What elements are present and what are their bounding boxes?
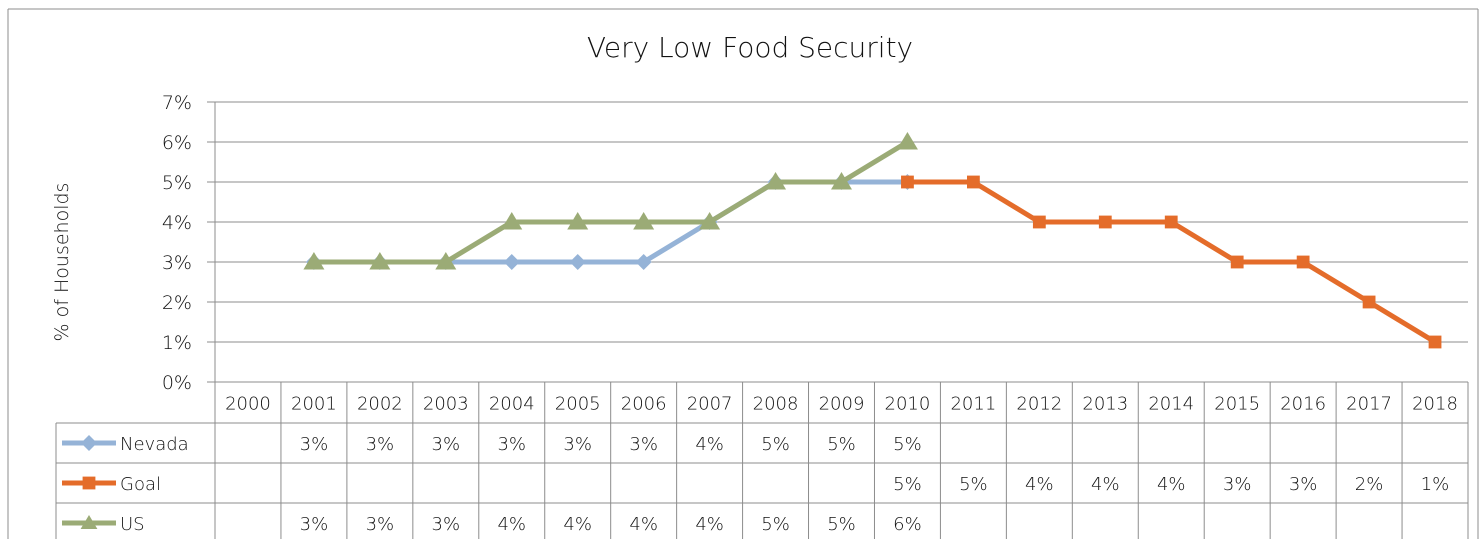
chart-title: Very Low Food Security xyxy=(587,31,913,64)
data-label: 2% xyxy=(1355,474,1384,495)
data-point-us xyxy=(435,252,457,270)
data-label: 3% xyxy=(497,434,526,455)
x-tick-label: 2003 xyxy=(423,394,469,415)
y-axis-label: % of Households xyxy=(51,183,73,342)
y-tick-label: 6% xyxy=(162,132,192,154)
data-label: 3% xyxy=(366,514,395,535)
data-point-us xyxy=(633,212,655,230)
x-tick-label: 2016 xyxy=(1280,394,1326,415)
y-tick-label: 5% xyxy=(162,172,192,194)
data-point-goal xyxy=(966,175,980,189)
data-point-goal xyxy=(1362,295,1376,309)
data-label: 5% xyxy=(761,434,790,455)
data-point-goal xyxy=(1296,255,1310,269)
data-point-goal xyxy=(1164,215,1178,229)
data-label: 3% xyxy=(432,434,461,455)
data-point-us xyxy=(567,212,589,230)
data-label: 3% xyxy=(300,434,329,455)
data-label: 3% xyxy=(629,434,658,455)
data-label: 4% xyxy=(497,514,526,535)
y-tick-label: 7% xyxy=(162,92,192,114)
data-label: 5% xyxy=(893,474,922,495)
legend-marker-goal xyxy=(82,476,96,490)
x-tick-label: 2005 xyxy=(555,394,601,415)
data-point-us xyxy=(896,132,918,150)
data-label: 3% xyxy=(1289,474,1318,495)
data-point-goal xyxy=(1032,215,1046,229)
x-tick-label: 2010 xyxy=(885,394,931,415)
series-us xyxy=(303,132,918,270)
legend-marker-us xyxy=(80,515,98,529)
series-line-us xyxy=(313,139,909,265)
data-label: 5% xyxy=(959,474,988,495)
data-label: 5% xyxy=(893,434,922,455)
x-tick-label: 2004 xyxy=(489,394,535,415)
x-tick-label: 2018 xyxy=(1412,394,1458,415)
data-point-goal xyxy=(901,175,914,189)
data-label: 3% xyxy=(1223,474,1252,495)
data-label: 4% xyxy=(1157,474,1186,495)
data-label: 3% xyxy=(563,434,592,455)
y-tick-label: 3% xyxy=(162,252,192,274)
x-tick-label: 2013 xyxy=(1082,394,1128,415)
x-tick-label: 2002 xyxy=(357,394,403,415)
y-tick-label: 1% xyxy=(162,332,192,354)
data-point-us xyxy=(831,172,852,190)
data-label: 4% xyxy=(695,514,724,535)
data-label: 3% xyxy=(300,514,329,535)
data-label: 3% xyxy=(432,514,461,535)
data-point-goal xyxy=(1428,335,1442,349)
data-point-goal xyxy=(1230,255,1244,269)
series-markers-us xyxy=(303,132,918,270)
y-tick-label: 0% xyxy=(162,372,192,394)
series-markers-goal xyxy=(901,175,1442,349)
data-label: 4% xyxy=(629,514,658,535)
x-tick-label: 2000 xyxy=(225,394,271,415)
series-goal xyxy=(901,175,1442,349)
x-tick-label: 2014 xyxy=(1148,394,1194,415)
legend-label-us: US xyxy=(120,514,145,535)
data-point-nevada xyxy=(635,254,652,270)
data-point-us xyxy=(369,252,391,270)
data-point-us xyxy=(501,212,523,230)
data-label: 3% xyxy=(366,434,395,455)
x-tick-label: 2006 xyxy=(621,394,667,415)
data-point-us xyxy=(699,212,721,230)
data-label: 5% xyxy=(761,514,790,535)
y-tick-label: 4% xyxy=(162,212,192,234)
legend-marker-nevada xyxy=(81,435,97,451)
data-label: 6% xyxy=(893,514,922,535)
x-tick-label: 2011 xyxy=(950,394,996,415)
x-tick-label: 2008 xyxy=(753,394,799,415)
data-label: 4% xyxy=(1091,474,1120,495)
data-label: 5% xyxy=(827,434,856,455)
legend-label-nevada: Nevada xyxy=(120,434,189,455)
data-label: 5% xyxy=(827,514,856,535)
y-tick-label: 2% xyxy=(162,292,192,314)
data-label: 4% xyxy=(1025,474,1054,495)
data-label: 4% xyxy=(563,514,592,535)
data-point-us xyxy=(765,172,787,190)
data-point-nevada xyxy=(569,254,586,270)
data-label: 1% xyxy=(1421,474,1450,495)
data-point-us xyxy=(303,252,325,270)
x-tick-label: 2015 xyxy=(1214,394,1260,415)
data-point-nevada xyxy=(503,254,520,270)
data-label: 4% xyxy=(695,434,724,455)
legend-label-goal: Goal xyxy=(120,474,161,495)
x-tick-label: 2012 xyxy=(1016,394,1062,415)
x-tick-label: 2001 xyxy=(291,394,337,415)
data-point-goal xyxy=(1098,215,1112,229)
x-tick-label: 2007 xyxy=(687,394,733,415)
x-tick-label: 2017 xyxy=(1346,394,1392,415)
x-tick-label: 2009 xyxy=(819,394,865,415)
